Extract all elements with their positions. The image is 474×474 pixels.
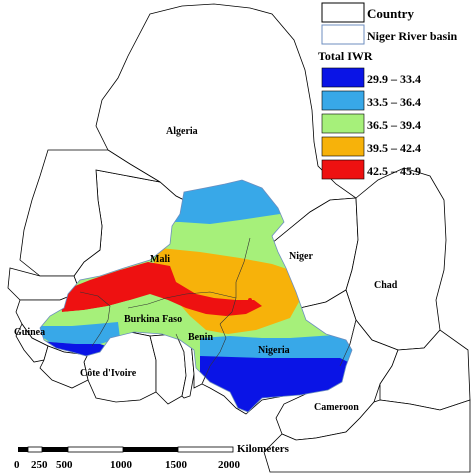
scale-bar-segment [42, 447, 68, 452]
scale-tick-label: 2000 [218, 459, 241, 471]
label-cotedivoire: Côte d'Ivoire [80, 368, 137, 379]
zone-class-2-top [150, 180, 300, 224]
label-niger: Niger [289, 251, 313, 262]
label-chad: Chad [374, 280, 398, 291]
scale-tick-label: 250 [31, 459, 48, 471]
niger-river-basin-outline [39, 179, 353, 413]
scale-bar-segment [27, 446, 43, 453]
legend-swatch-class-4 [321, 136, 365, 157]
scale-tick-label: 1500 [165, 459, 188, 471]
label-algeria: Algeria [166, 126, 198, 137]
mauritania-shape [19, 149, 161, 277]
legend-title: Total IWR [318, 49, 373, 63]
scale-tick-label: 1000 [110, 459, 133, 471]
scale-bar-segment [177, 446, 234, 453]
legend-basin-swatch [321, 24, 365, 45]
legend-range-class-1: 29.9 – 33.4 [367, 72, 421, 86]
legend-country-label: Country [367, 6, 414, 21]
zone-class-2-nigeria [200, 334, 352, 362]
gabon-shape [263, 399, 471, 473]
legend-range-class-2: 33.5 – 36.4 [367, 95, 421, 109]
legend-basin-label: Niger River basin [367, 29, 458, 43]
scale-tick-label: 500 [56, 459, 73, 471]
scale-bar-segment [67, 446, 124, 453]
chad-shape [345, 167, 447, 351]
label-guinea: Guinea [14, 327, 45, 338]
legend-swatch-class-5 [321, 159, 365, 180]
zone-class-2-southwest [40, 322, 120, 344]
scale-tick-label: 0 [14, 459, 20, 471]
zone-class-2-east-patch [336, 340, 352, 362]
scale-bar-unit: Kilometers [237, 443, 290, 455]
scale-bar-segment [123, 447, 178, 452]
zone-class-3-west [40, 300, 132, 328]
label-mali: Mali [150, 254, 170, 265]
river-point [248, 298, 252, 302]
label-nigeria: Nigeria [258, 345, 290, 356]
legend-range-class-4: 39.5 – 42.4 [367, 141, 421, 155]
legend-swatch-class-1 [321, 67, 365, 88]
zone-class-5-band [60, 262, 262, 316]
scale-bar: Kilometers 0 250 500 1000 1500 2000 [14, 443, 290, 471]
legend-country-swatch [321, 2, 365, 23]
inner-borders [79, 237, 357, 385]
liberia-shape [39, 344, 94, 389]
sierra-leone-shape [15, 323, 49, 363]
label-burkina: Burkina Faso [124, 314, 182, 325]
river-point [235, 300, 241, 306]
zone-class-4-central [150, 248, 300, 334]
legend: Country Niger River basin Total IWR 29.9… [318, 2, 458, 180]
scale-bar-segment [18, 447, 28, 452]
label-cameroon: Cameroon [314, 402, 359, 413]
label-benin: Benin [188, 332, 213, 343]
legend-range-class-3: 36.5 – 39.4 [367, 118, 421, 132]
legend-swatch-class-3 [321, 113, 365, 134]
legend-range-class-5: 42.5 – 45.9 [367, 164, 421, 178]
legend-swatch-class-2 [321, 90, 365, 111]
